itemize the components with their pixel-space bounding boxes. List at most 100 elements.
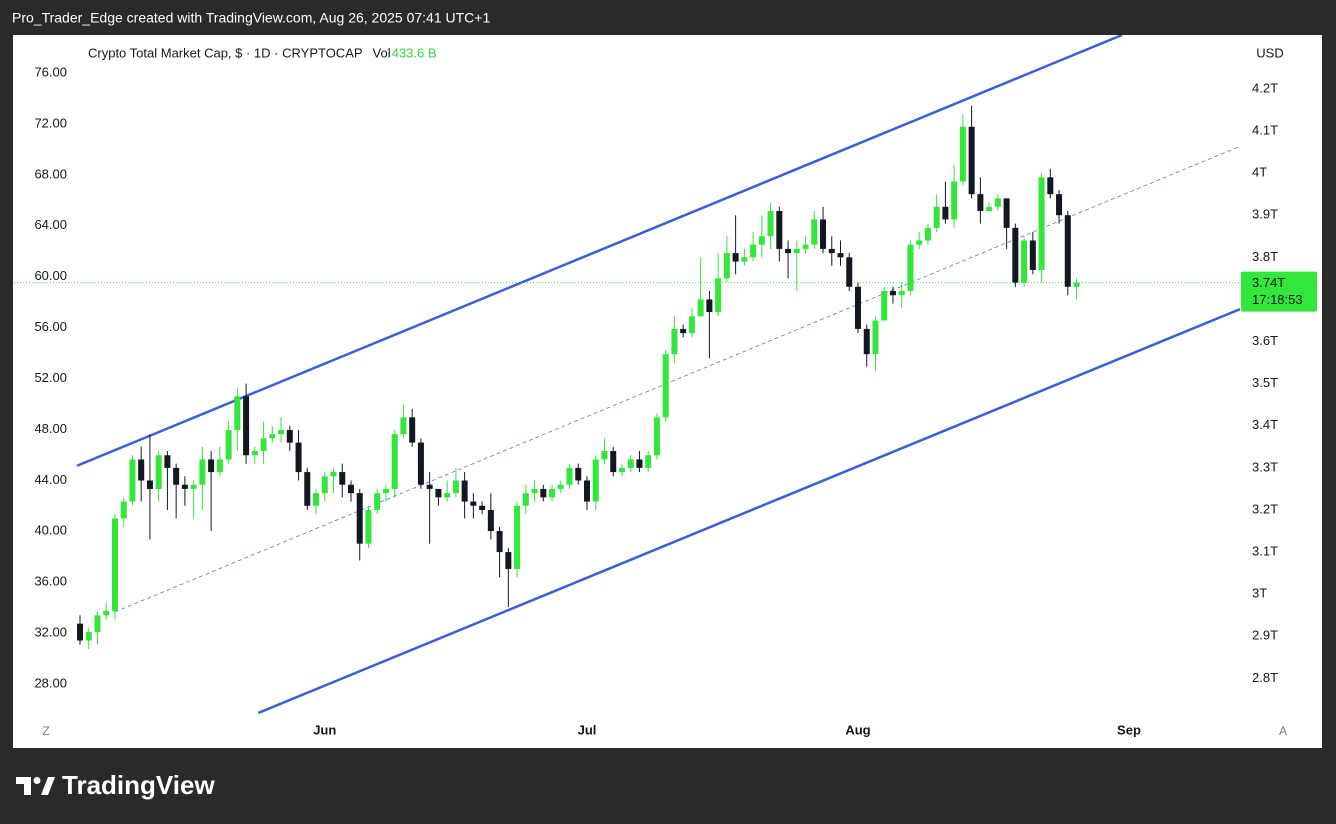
candle-body	[330, 472, 337, 477]
candle-body	[190, 484, 197, 489]
y-tick-label: 3.6T	[1252, 333, 1278, 348]
candle-body	[225, 429, 232, 460]
candle-body	[146, 480, 153, 489]
last-price-box	[1241, 271, 1317, 312]
candle-body	[347, 484, 354, 494]
candle-body	[295, 442, 302, 473]
candle-body	[531, 488, 538, 494]
scale-button[interactable]: Z	[42, 724, 49, 738]
candle-body	[339, 472, 346, 485]
candle-body	[636, 459, 643, 468]
candle-body	[461, 480, 468, 502]
candle-body	[1021, 240, 1028, 283]
candle-body	[758, 236, 765, 245]
candle-body	[959, 126, 966, 182]
x-tick-label: Jun	[313, 722, 336, 737]
candle-body	[828, 248, 835, 254]
y2-tick-label: 76.00	[34, 64, 67, 79]
candle-body	[618, 467, 625, 473]
candle-body	[820, 219, 827, 249]
candle-body	[837, 253, 844, 258]
candle-body	[566, 467, 573, 485]
y-tick-label: 3.3T	[1252, 459, 1278, 474]
candle-body	[811, 219, 818, 245]
candle-body	[400, 417, 407, 435]
candle-body	[549, 488, 556, 498]
y2-tick-label: 72.00	[34, 115, 67, 130]
candle-body	[470, 501, 477, 506]
y-tick-label: 4T	[1252, 165, 1267, 180]
trend-line	[76, 35, 1123, 467]
candle-body	[986, 206, 993, 212]
x-tick-label: Jul	[578, 722, 597, 737]
x-tick-label: Aug	[845, 722, 870, 737]
candle-body	[435, 488, 442, 498]
y-tick-label: 3.9T	[1252, 207, 1278, 222]
logo-icon	[16, 777, 55, 795]
candle-body	[382, 488, 389, 494]
candle-body	[994, 198, 1001, 207]
y2-tick-label: 48.00	[34, 421, 67, 436]
y-tick-label: 2.9T	[1252, 628, 1278, 643]
candle-body	[251, 451, 258, 456]
candle-body	[286, 429, 293, 443]
candle-body	[592, 459, 599, 502]
candle-body	[417, 442, 424, 485]
y-tick-label: 2.8T	[1252, 670, 1278, 685]
candle-body	[767, 211, 774, 237]
candle-body	[155, 455, 162, 489]
candle-body	[496, 531, 503, 553]
y2-tick-label: 60.00	[34, 268, 67, 283]
candle-body	[1064, 215, 1071, 287]
scale-button[interactable]: A	[1279, 724, 1287, 738]
y-tick-label: 4.2T	[1252, 80, 1278, 95]
y2-tick-label: 52.00	[34, 370, 67, 385]
candle-body	[103, 611, 110, 616]
candle-body	[601, 451, 608, 460]
credit: Pro_Trader_Edge created with TradingView…	[12, 10, 490, 26]
candle-body	[968, 126, 975, 195]
y2-tick-label: 44.00	[34, 472, 67, 487]
y-tick-label: 4.1T	[1252, 122, 1278, 137]
candle-body	[94, 615, 101, 633]
logo-mark	[41, 777, 55, 795]
plot	[14, 35, 1240, 715]
candle-body	[750, 244, 757, 258]
candle-body	[540, 488, 547, 498]
candle-body	[933, 206, 940, 228]
candle-body	[977, 194, 984, 212]
candle-body	[304, 472, 311, 506]
candle-body	[697, 299, 704, 317]
trend-line	[257, 307, 1240, 715]
candle-body	[653, 417, 660, 456]
candle-body	[662, 354, 669, 418]
candle-body	[1073, 282, 1080, 287]
candle-body	[522, 493, 529, 506]
candle-body	[111, 518, 118, 612]
candle-body	[898, 291, 905, 296]
candle-body	[1029, 240, 1036, 270]
logo-text: TradingView	[62, 770, 215, 800]
candle-body	[802, 244, 809, 249]
candle-body	[846, 257, 853, 287]
candle-body	[671, 328, 678, 355]
candle-body	[627, 459, 634, 468]
y2-tick-label: 68.00	[34, 166, 67, 181]
candle-body	[374, 493, 381, 510]
candle-body	[715, 278, 722, 313]
y2-tick-label: 56.00	[34, 319, 67, 334]
candle-body	[575, 467, 582, 481]
series	[14, 35, 1240, 715]
y2-tick-label: 28.00	[34, 675, 67, 690]
candle-body	[881, 291, 888, 321]
currency: USD	[1256, 45, 1283, 60]
candle-body	[741, 257, 748, 262]
candle-body	[76, 623, 83, 641]
candle-body	[278, 429, 285, 435]
candle-body	[1047, 177, 1054, 195]
y-tick-label: 3.8T	[1252, 249, 1278, 264]
candle-body	[776, 211, 783, 249]
candle-body	[138, 459, 145, 481]
candle-body	[356, 493, 363, 544]
candle-body	[409, 417, 416, 443]
